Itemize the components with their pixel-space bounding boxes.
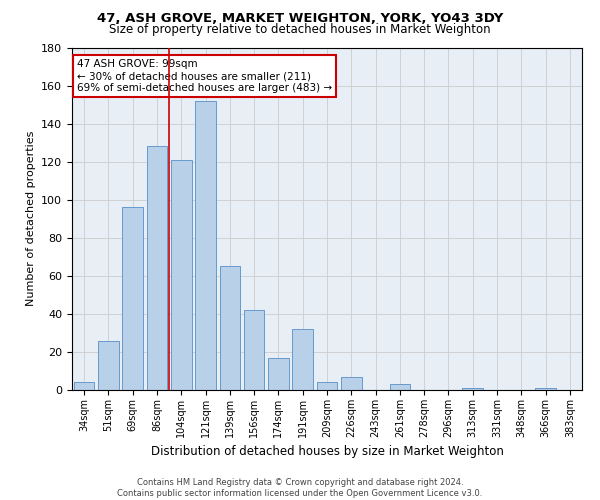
Bar [195,101,216,390]
Text: 47, ASH GROVE, MARKET WEIGHTON, YORK, YO43 3DY: 47, ASH GROVE, MARKET WEIGHTON, YORK, YO… [97,12,503,26]
Bar [171,160,191,390]
Bar [292,329,313,390]
Y-axis label: Number of detached properties: Number of detached properties [26,131,35,306]
Bar [389,384,410,390]
Bar [535,388,556,390]
Text: 47 ASH GROVE: 99sqm
← 30% of detached houses are smaller (211)
69% of semi-detac: 47 ASH GROVE: 99sqm ← 30% of detached ho… [77,60,332,92]
Bar [122,208,143,390]
Bar [268,358,289,390]
Text: Size of property relative to detached houses in Market Weighton: Size of property relative to detached ho… [109,22,491,36]
Bar [244,310,265,390]
Text: Contains HM Land Registry data © Crown copyright and database right 2024.
Contai: Contains HM Land Registry data © Crown c… [118,478,482,498]
Bar [317,382,337,390]
X-axis label: Distribution of detached houses by size in Market Weighton: Distribution of detached houses by size … [151,446,503,458]
Bar [74,382,94,390]
Bar [341,376,362,390]
Bar [98,340,119,390]
Bar [146,146,167,390]
Bar [220,266,240,390]
Bar [463,388,483,390]
